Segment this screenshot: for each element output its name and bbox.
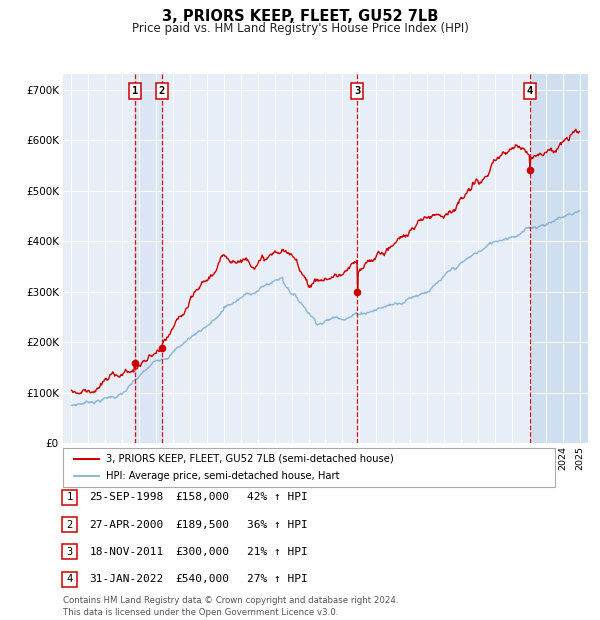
Text: 31-JAN-2022: 31-JAN-2022 [89,574,164,584]
Text: 27% ↑ HPI: 27% ↑ HPI [247,574,308,584]
Text: 4: 4 [67,574,73,584]
Text: 3: 3 [67,547,73,557]
Text: 27-APR-2000: 27-APR-2000 [89,520,164,529]
Text: 2: 2 [67,520,73,529]
Text: 25-SEP-1998: 25-SEP-1998 [89,492,164,502]
Text: 2: 2 [158,86,164,96]
Text: £189,500: £189,500 [175,520,229,529]
Bar [134,74,161,443]
Text: Contains HM Land Registry data © Crown copyright and database right 2024.
This d: Contains HM Land Registry data © Crown c… [63,596,398,617]
Text: 3, PRIORS KEEP, FLEET, GU52 7LB (semi-detached house): 3, PRIORS KEEP, FLEET, GU52 7LB (semi-de… [106,454,394,464]
Text: 42% ↑ HPI: 42% ↑ HPI [247,492,308,502]
Text: 1: 1 [131,86,138,96]
Text: 3, PRIORS KEEP, FLEET, GU52 7LB: 3, PRIORS KEEP, FLEET, GU52 7LB [162,9,438,24]
Bar [530,74,588,443]
Text: 4: 4 [527,86,533,96]
Text: HPI: Average price, semi-detached house, Hart: HPI: Average price, semi-detached house,… [106,471,340,481]
Text: 3: 3 [354,86,361,96]
Text: 36% ↑ HPI: 36% ↑ HPI [247,520,308,529]
Text: £300,000: £300,000 [175,547,229,557]
Text: Price paid vs. HM Land Registry's House Price Index (HPI): Price paid vs. HM Land Registry's House … [131,22,469,35]
Text: 1: 1 [67,492,73,502]
Text: £158,000: £158,000 [175,492,229,502]
Text: 21% ↑ HPI: 21% ↑ HPI [247,547,308,557]
Text: 18-NOV-2011: 18-NOV-2011 [89,547,164,557]
Text: £540,000: £540,000 [175,574,229,584]
